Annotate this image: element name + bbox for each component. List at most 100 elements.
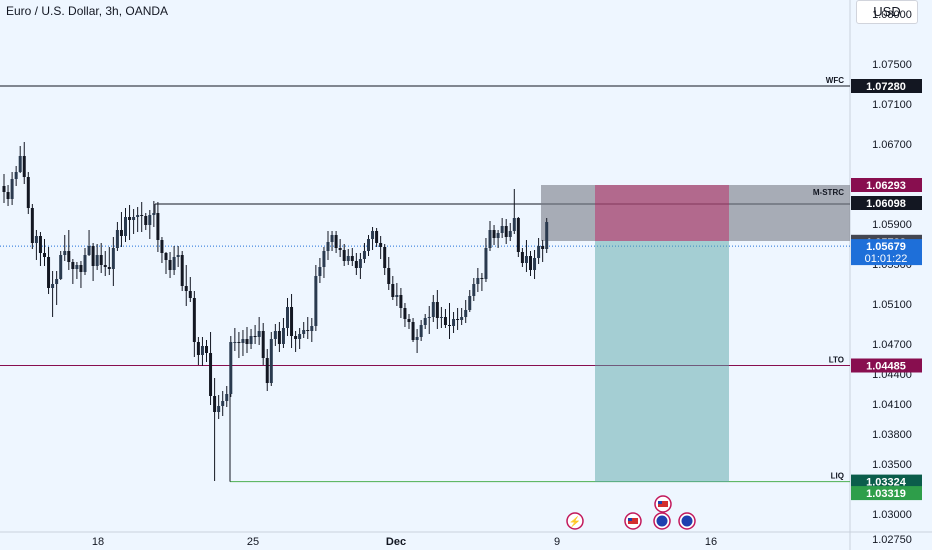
current-price-tag-bg [851, 239, 922, 266]
candle-body-23 [95, 255, 99, 266]
level-name-m-strc: M-STRC [813, 188, 844, 197]
candle-body-33 [136, 215, 140, 217]
y-tick-label-0: 1.08000 [872, 9, 912, 21]
candle-body-125 [508, 231, 512, 237]
y-tick-label-9: 1.04100 [872, 399, 912, 411]
level-liq-tag: 1.03324 [866, 477, 907, 489]
candle-body-75 [306, 330, 310, 331]
candle-body-47 [192, 298, 196, 342]
candle-body-56 [229, 342, 233, 394]
candle-body-60 [245, 339, 249, 344]
candle-body-94 [383, 247, 387, 268]
candle-body-86 [350, 256, 354, 261]
price-label-3-tag-bg [851, 486, 922, 501]
candle-body-21 [87, 246, 91, 255]
y-tick-label-6: 1.05100 [872, 299, 912, 311]
price-label-3-tag: 1.03319 [866, 488, 906, 500]
level-name-lto: LTO [829, 356, 844, 365]
candle-body-0 [2, 186, 6, 192]
candle-body-98 [399, 295, 403, 308]
candle-body-107 [435, 302, 439, 318]
candle-body-120 [488, 230, 492, 248]
usd-event-icon-flag-canton [628, 518, 632, 521]
candle-body-12 [51, 284, 55, 288]
level-m-strc-tag-bg [851, 196, 922, 210]
candle-body-63 [257, 331, 261, 337]
candle-body-54 [221, 401, 225, 406]
candle-body-102 [415, 337, 419, 340]
y-tick-label-12: 1.03000 [872, 509, 912, 521]
currency-selector[interactable]: USD [856, 0, 918, 24]
level-liq-tag-bg [851, 474, 922, 489]
candle-body-1 [6, 192, 10, 199]
candle-body-80 [326, 242, 330, 251]
candle-body-113 [460, 317, 464, 320]
x-tick-label-2: Dec [386, 536, 406, 548]
candle-body-35 [144, 216, 148, 225]
candle-body-92 [375, 231, 379, 243]
dividend-event-icon [566, 512, 584, 530]
candle-body-76 [310, 326, 314, 331]
x-tick-label-0: 18 [92, 536, 104, 548]
usd-event-icon-flag [628, 518, 638, 524]
candle-body-114 [464, 310, 468, 317]
candle-body-123 [500, 226, 504, 233]
candle-body-57 [233, 342, 237, 343]
eur-event-icon-flag [656, 515, 668, 527]
candle-body-96 [391, 284, 395, 297]
candle-body-69 [281, 328, 285, 344]
candle-body-121 [492, 230, 496, 238]
candle-body-131 [533, 258, 537, 270]
candle-body-95 [387, 268, 391, 284]
candle-body-40 [164, 253, 168, 260]
candle-body-99 [403, 308, 407, 319]
y-tick-label-11: 1.03500 [872, 459, 912, 471]
candle-body-3 [14, 172, 18, 179]
y-tick-label-7: 1.04700 [872, 339, 912, 351]
dividend-event-icon-glyph: ⚡ [569, 515, 581, 528]
x-tick-label-1: 25 [247, 536, 259, 548]
candle-body-28 [115, 230, 119, 248]
current-price-tag: 1.05679 [866, 241, 906, 253]
candle-body-97 [395, 295, 399, 297]
candle-body-130 [529, 256, 532, 270]
level-wfc-tag-bg [851, 79, 922, 93]
y-tick-label-4: 1.05900 [872, 219, 912, 231]
candle-body-15 [63, 251, 67, 255]
x-tick-label-3: 9 [554, 536, 560, 548]
candle-body-103 [419, 325, 423, 337]
candle-body-32 [132, 217, 136, 220]
candle-body-36 [148, 215, 152, 225]
candle-body-93 [379, 243, 383, 247]
candle-body-128 [520, 252, 524, 263]
candle-body-70 [286, 307, 289, 328]
candle-body-53 [217, 406, 221, 412]
candle-body-72 [294, 336, 298, 339]
candle-body-8 [34, 236, 38, 243]
candle-body-7 [30, 208, 34, 243]
fed-event-icon-flag-canton [658, 501, 662, 504]
level-lto-tag: 1.04485 [866, 361, 906, 373]
chart-title: Euro / U.S. Dollar, 3h, OANDA [6, 4, 169, 18]
candle-body-77 [314, 276, 318, 326]
level-name-liq: LIQ [831, 472, 844, 481]
candle-body-133 [541, 246, 545, 249]
candle-body-90 [367, 239, 370, 251]
candle-body-58 [237, 342, 241, 343]
candle-body-26 [107, 267, 111, 269]
countdown-tag: 01:01:22 [865, 253, 908, 265]
level-wfc-tag: 1.07280 [866, 81, 906, 93]
x-tick-label-4: 16 [705, 536, 717, 548]
candle-body-112 [456, 319, 460, 320]
candle-body-82 [334, 235, 338, 248]
candle-body-109 [443, 317, 447, 325]
eur-event-icon-2-flag [681, 515, 693, 527]
candle-body-66 [269, 339, 273, 383]
y-tick-label-13: 1.02750 [872, 534, 912, 546]
candle-body-11 [47, 257, 51, 288]
candle-body-106 [431, 302, 435, 317]
candle-body-2 [10, 179, 14, 199]
candle-body-55 [225, 394, 229, 401]
candle-body-31 [128, 217, 132, 220]
